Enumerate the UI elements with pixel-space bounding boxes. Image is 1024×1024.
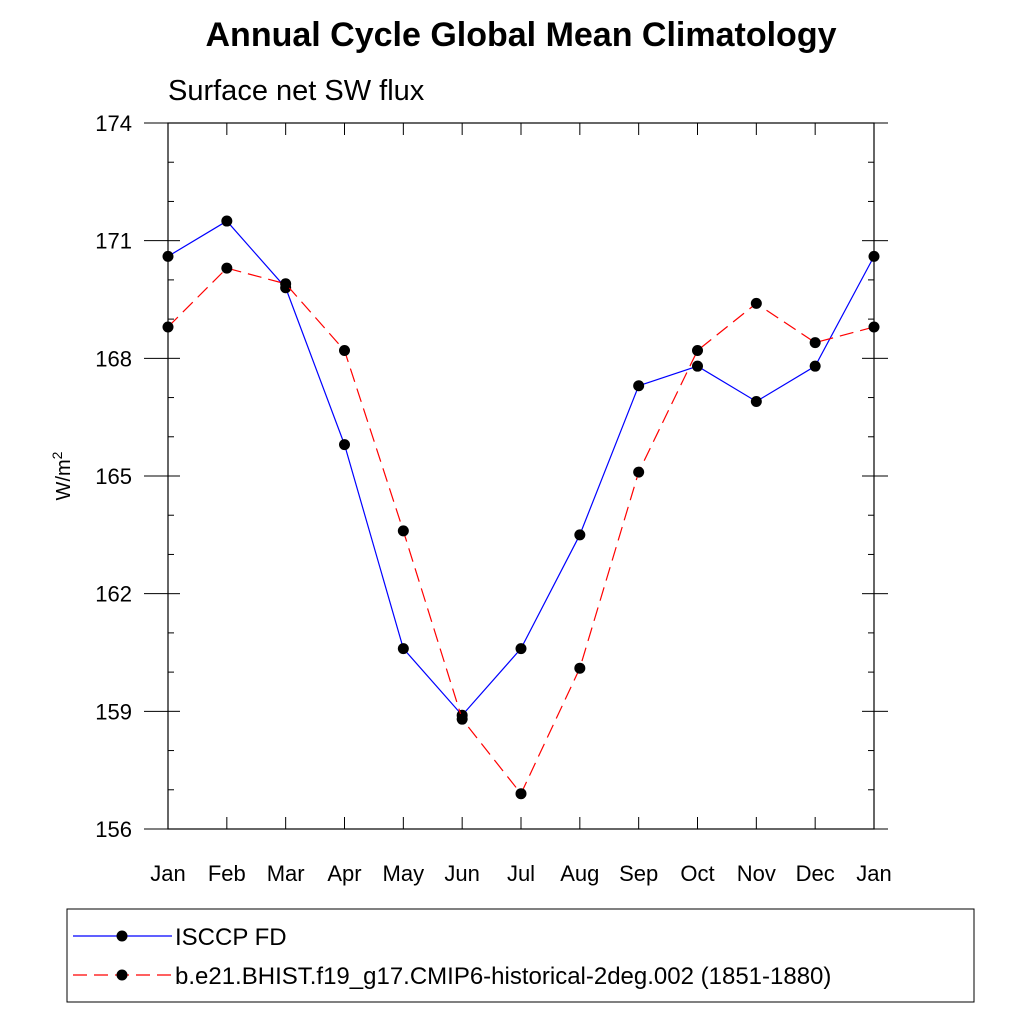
x-tick-label: Jan <box>856 861 891 886</box>
legend-box <box>66 908 975 1003</box>
series-line-1 <box>167 267 875 795</box>
series-0-point <box>339 439 350 451</box>
x-tick-label: May <box>383 861 425 886</box>
x-tick-label: Apr <box>327 861 361 886</box>
series-1-point <box>280 278 292 290</box>
x-tick-label: Mar <box>267 861 305 886</box>
x-tick-label: Jun <box>444 861 479 886</box>
legend-entry-1: b.e21.BHIST.f19_g17.CMIP6-historical-2de… <box>175 963 831 990</box>
plot-frame <box>167 122 875 830</box>
x-tick-label: Oct <box>680 861 714 886</box>
series-0-point <box>633 380 645 392</box>
series-0-point <box>221 215 233 227</box>
series-1-point <box>162 321 174 333</box>
y-tick-label: 165 <box>95 464 132 489</box>
series-0-point <box>397 643 409 655</box>
series-0-point <box>162 250 174 262</box>
x-tick-label: Jan <box>150 861 185 886</box>
legend: ISCCP FD b.e21.BHIST.f19_g17.CMIP6-histor… <box>73 924 831 990</box>
series-layer <box>162 215 880 800</box>
series-1-point <box>868 321 880 333</box>
series-0-point <box>750 395 762 407</box>
legend-entry-0: ISCCP FD <box>175 924 287 951</box>
series-1-point <box>221 262 233 274</box>
y-tick-label: 171 <box>95 229 132 254</box>
y-axis-label: W/m2 <box>49 451 75 500</box>
y-tick-label: 162 <box>95 582 132 607</box>
series-0-point <box>692 360 703 372</box>
y-axis-label-superscript: 2 <box>49 451 65 459</box>
x-tick-label: Sep <box>619 861 658 886</box>
y-tick-label: 168 <box>95 346 132 371</box>
series-line-0 <box>167 220 875 717</box>
legend-marker-0 <box>116 930 128 942</box>
x-tick-label: Aug <box>560 861 599 886</box>
y-tick-label: 174 <box>95 111 132 136</box>
series-1-point <box>692 344 703 356</box>
series-0-point <box>515 643 527 655</box>
series-1-point <box>809 337 821 349</box>
series-1-point <box>339 344 350 356</box>
series-0-point <box>574 529 586 541</box>
x-tick-label: Jul <box>507 861 535 886</box>
y-tick-label: 159 <box>95 699 132 724</box>
legend-marker-1 <box>116 969 128 981</box>
y-tick-label: 156 <box>95 817 132 842</box>
series-1-point <box>515 788 527 800</box>
series-1-point <box>750 297 762 309</box>
x-tick-label: Nov <box>737 861 776 886</box>
series-1-point <box>633 466 645 478</box>
series-1-point <box>456 713 468 725</box>
x-tick-label: Dec <box>796 861 835 886</box>
series-1-point <box>397 525 409 537</box>
series-1-point <box>574 662 586 674</box>
x-tick-label: Feb <box>208 861 246 886</box>
series-0-point <box>868 250 880 262</box>
series-0-point <box>809 360 821 372</box>
chart-title: Annual Cycle Global Mean Climatology <box>206 16 837 54</box>
chart-subtitle: Surface net SW flux <box>168 75 425 107</box>
axes: Jan Feb Mar Apr May Jun Jul Aug Sep Oct Nov Dec Jan 1… <box>95 111 891 886</box>
